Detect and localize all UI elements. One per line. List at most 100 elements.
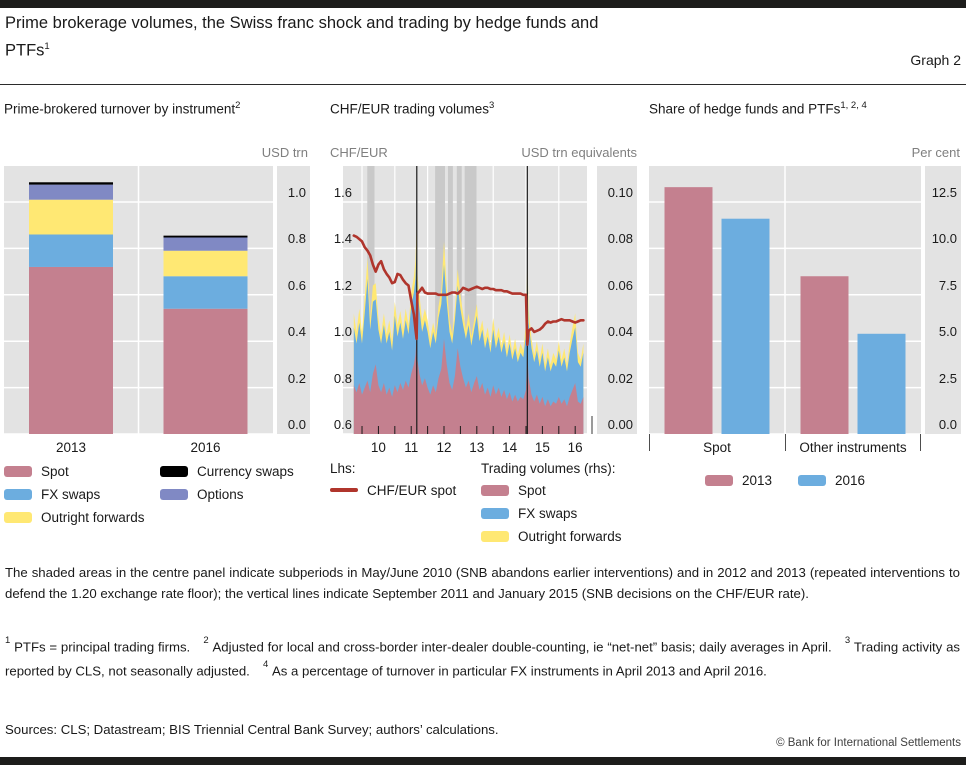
right-panel-title: Share of hedge funds and PTFs1, 2, 4 [649, 100, 867, 117]
footnote-marker: 2 [203, 635, 209, 647]
y-tick-label: 5.0 [938, 324, 957, 340]
center-panel-year-label-10: 10 [370, 440, 386, 455]
legend-swatch [160, 488, 188, 500]
y-tick-label: 0.6 [333, 417, 352, 432]
legend-label: Spot [518, 482, 546, 498]
legend-item-fx-swaps: FX swaps [4, 486, 160, 502]
y-tick-label: 10.0 [931, 231, 957, 247]
legend-label: 2013 [741, 472, 772, 488]
page-title-line2: PTFs [5, 41, 45, 60]
rhs-legend-header: Trading volumes (rhs): [481, 461, 616, 476]
legend-item-fx-swaps: FX swaps [481, 505, 622, 521]
footnote-marker: 4 [263, 659, 269, 671]
graph-number-label: Graph 2 [910, 52, 961, 68]
y-tick-label: 0.10 [607, 185, 633, 200]
center-panel-rhs-unit-label: USD trn equivalents [521, 145, 637, 160]
legend-swatch [4, 511, 32, 523]
legend-item-spot: Spot [4, 464, 160, 479]
page-title-line1: Prime brokerage volumes, the Swiss franc… [5, 14, 599, 32]
center-panel-year-label-13: 13 [469, 440, 485, 455]
right-panel-axis-labels: 0.0 2.5 5.0 7.5 10.0 12.5 [925, 166, 961, 434]
y-tick-label: 12.5 [931, 185, 957, 200]
right-panel-plot [649, 166, 921, 434]
right-panel-category-other-instruments: Other instruments [799, 440, 907, 455]
legend-label: FX swaps [41, 486, 101, 502]
legend-label: Options [197, 486, 244, 502]
legend-label: 2016 [835, 472, 866, 488]
y-tick-label: 0.00 [607, 417, 633, 432]
top-border-bar [0, 0, 966, 8]
left-panel-legend: Spot FX swaps Outright forwards Currency sw… [4, 464, 294, 533]
bottom-border-bar [0, 757, 966, 765]
y-tick-label: 0.04 [607, 324, 633, 340]
y-tick-label: 0.06 [607, 277, 633, 293]
legend-swatch [481, 484, 509, 496]
center-panel-year-label-12: 12 [436, 440, 452, 455]
legend-label: Currency swaps [197, 463, 294, 479]
footnote-text: PTFs = principal trading firms. [10, 639, 204, 655]
page-title-footnote-ref: 1 [44, 41, 50, 52]
legend-item-2013: 2013 [704, 472, 772, 488]
y-tick-label: 0.08 [607, 231, 633, 247]
lhs-legend-header: Lhs: [330, 461, 356, 476]
y-tick-label: 0.8 [333, 370, 352, 386]
y-tick-label: 2.5 [938, 370, 957, 386]
legend-swatch [4, 465, 32, 477]
footnotes-paragraph: 1 PTFs = principal trading firms. 2 Adju… [5, 634, 960, 682]
page-title: Prime brokerage volumes, the Swiss franc… [5, 12, 905, 63]
center-panel-title: CHF/EUR trading volumes3 [330, 100, 495, 117]
category-separator-tick [649, 434, 650, 451]
center-panel-year-label-14: 14 [502, 440, 518, 455]
legend-item-chf-eur-spot: CHF/EUR spot [330, 483, 456, 498]
chf-eur-spot-line-swatch [330, 488, 358, 492]
legend-swatch [160, 465, 188, 477]
y-tick-label: 0.6 [287, 277, 306, 293]
right-panel-legend: 2013 2016 [649, 473, 921, 496]
center-panel-lhs-unit-label: CHF/EUR [330, 145, 388, 160]
y-tick-label: 1.0 [287, 185, 306, 200]
legend-label: Outright forwards [518, 528, 622, 544]
y-tick-label: 1.0 [333, 324, 352, 340]
y-tick-label: 7.5 [938, 277, 957, 293]
center-panel-year-label-11: 11 [404, 440, 419, 455]
notes-paragraph: The shaded areas in the centre panel ind… [5, 565, 960, 601]
left-panel-category-2013: 2013 [55, 440, 87, 455]
legend-label: FX swaps [518, 505, 578, 521]
left-panel-plot [4, 166, 273, 434]
y-tick-label: 1.4 [333, 231, 352, 247]
y-tick-label: 1.6 [333, 185, 352, 200]
y-tick-label: 0.02 [607, 370, 633, 386]
footnote-text: Trading activity as reported by CLS, not… [5, 639, 961, 679]
legend-swatch [481, 507, 509, 519]
y-tick-label: 0.2 [287, 370, 306, 386]
right-panel-unit-label: Per cent [911, 145, 960, 160]
y-tick-label: 0.4 [287, 324, 306, 340]
category-separator-tick [920, 434, 921, 451]
legend-swatch [481, 530, 509, 542]
right-panel-category-spot: Spot [703, 440, 731, 455]
center-panel-legend-lhs: Lhs: CHF/EUR spot [330, 461, 456, 506]
footnote-text: As a percentage of turnover in particula… [268, 663, 767, 679]
y-tick-label: 1.2 [333, 277, 352, 293]
left-panel-category-2016: 2016 [190, 440, 221, 455]
header-divider [0, 84, 966, 85]
legend-swatch [4, 488, 32, 500]
category-separator-tick [785, 434, 786, 451]
rhs-axis-end-tick [591, 416, 593, 434]
center-panel-rhs-axis-labels: 0.00 0.02 0.04 0.06 0.08 0.10 [597, 166, 637, 434]
center-panel-legend-rhs: Trading volumes (rhs): Spot FX swaps Outri… [481, 461, 622, 552]
footnote-marker: 3 [844, 635, 851, 647]
left-panel-title: Prime-brokered turnover by instrument2 [4, 100, 241, 117]
footnote-marker: 1 [5, 635, 11, 647]
legend-item-options: Options [160, 486, 294, 502]
copyright-line: © Bank for International Settlements [776, 737, 961, 749]
center-panel-year-label-15: 15 [534, 440, 550, 455]
sources-line: Sources: CLS; Datastream; BIS Triennial … [5, 722, 499, 738]
y-tick-label: 0.8 [287, 231, 306, 247]
legend-swatch [704, 474, 733, 486]
legend-item-currency-swaps: Currency swaps [160, 463, 294, 479]
left-panel-axis-labels: 0.0 0.2 0.4 0.6 0.8 1.0 [277, 166, 310, 434]
left-panel-unit-label: USD trn [261, 145, 308, 160]
center-panel-lhs-axis-labels: 0.6 0.8 1.0 1.2 1.4 1.6 [320, 166, 352, 434]
